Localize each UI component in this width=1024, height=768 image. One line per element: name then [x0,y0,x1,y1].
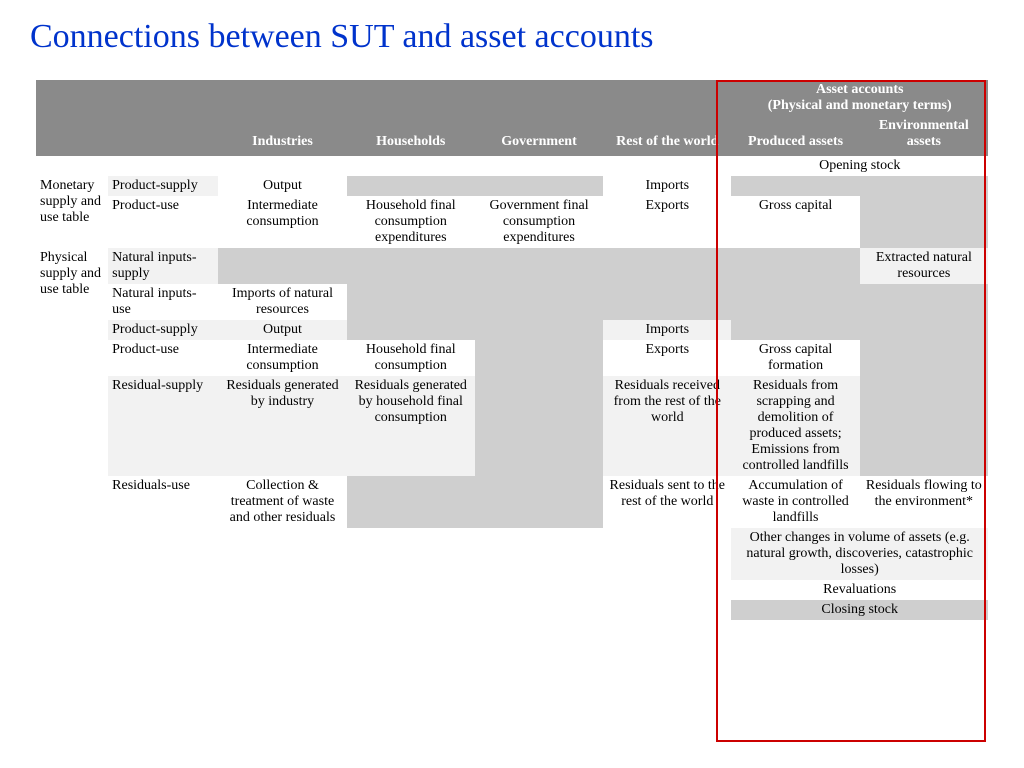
table-row: Physical supply and use tableNatural inp… [36,248,988,284]
table-row: Product-useIntermediate consumptionHouse… [36,340,988,376]
table-cell: Intermediate consumption [218,340,346,376]
cell-other-changes: Other changes in volume of assets (e.g. … [731,528,988,580]
table-row: Monetary supply and use tableProduct-sup… [36,176,988,196]
table-cell: Output [218,320,346,340]
col-produced-assets: Produced assets [731,116,859,156]
table-row: Natural inputs-useImports of natural res… [36,284,988,320]
table-cell: Residuals sent to the rest of the world [603,476,731,528]
table-cell [475,320,603,340]
table-cell [347,320,475,340]
table-cell: Imports [603,176,731,196]
table-cell: Government final consumption expenditure… [475,196,603,248]
table-cell [475,340,603,376]
col-environmental-assets: Environmental assets [860,116,988,156]
table-row: Product-useIntermediate consumptionHouse… [36,196,988,248]
table-cell: Intermediate consumption [218,196,346,248]
table-cell [347,248,475,284]
col-households: Households [347,80,475,156]
table-cell [218,248,346,284]
table-cell [860,320,988,340]
table-row: Product-supplyOutput Imports [36,320,988,340]
row-sublabel: Natural inputs-supply [108,248,218,284]
sut-asset-table: Industries Households Government Rest of… [36,80,988,620]
table-cell: Output [218,176,346,196]
table-cell [860,196,988,248]
row-sublabel: Product-supply [108,320,218,340]
section-label: Physical supply and use table [36,248,108,528]
row-sublabel: Residuals-use [108,476,218,528]
table-cell [603,248,731,284]
table-cell: Accumulation of waste in controlled land… [731,476,859,528]
table-cell: Gross capital [731,196,859,248]
table-cell [860,340,988,376]
table-row: Residual-supplyResiduals generated by in… [36,376,988,476]
cell-opening-stock: Opening stock [731,156,988,176]
table-cell [731,320,859,340]
table-cell [603,284,731,320]
table-cell [860,376,988,476]
header-row-1: Industries Households Government Rest of… [36,80,988,116]
row-sublabel: Product-supply [108,176,218,196]
table-cell [475,284,603,320]
col-industries: Industries [218,80,346,156]
table-cell [860,284,988,320]
table-cell: Exports [603,196,731,248]
table-cell: Extracted natural resources [860,248,988,284]
section-label: Monetary supply and use table [36,176,108,248]
table-cell: Residuals flowing to the environment* [860,476,988,528]
table-cell [731,248,859,284]
row-opening-stock: Opening stock [36,156,988,176]
table-cell [475,476,603,528]
table-container: Industries Households Government Rest of… [36,80,988,620]
table-cell: Residuals generated by household final c… [347,376,475,476]
row-closing-stock: Closing stock [36,600,988,620]
table-cell: Imports of natural resources [218,284,346,320]
table-row: Residuals-useCollection & treatment of w… [36,476,988,528]
row-sublabel: Product-use [108,196,218,248]
cell-closing-stock: Closing stock [731,600,988,620]
col-rest-of-world: Rest of the world [603,80,731,156]
row-revaluations: Revaluations [36,580,988,600]
table-cell: Residuals from scrapping and demolition … [731,376,859,476]
row-sublabel: Residual-supply [108,376,218,476]
table-cell: Residuals received from the rest of the … [603,376,731,476]
table-cell: Residuals generated by industry [218,376,346,476]
table-cell [860,176,988,196]
table-cell: Gross capital formation [731,340,859,376]
row-sublabel: Product-use [108,340,218,376]
table-cell: Imports [603,320,731,340]
table-cell [475,376,603,476]
table-cell [347,284,475,320]
row-other-changes: Other changes in volume of assets (e.g. … [36,528,988,580]
table-cell: Exports [603,340,731,376]
table-cell: Household final consumption [347,340,475,376]
page-title: Connections between SUT and asset accoun… [0,0,1024,66]
table-cell [475,176,603,196]
table-cell: Household final consumption expenditures [347,196,475,248]
row-sublabel: Natural inputs-use [108,284,218,320]
table-cell [475,248,603,284]
table-cell [347,476,475,528]
table-cell [731,284,859,320]
col-asset-accounts-group: Asset accounts (Physical and monetary te… [731,80,988,116]
cell-revaluations: Revaluations [731,580,988,600]
table-cell [731,176,859,196]
table-cell [347,176,475,196]
table-body: Monetary supply and use tableProduct-sup… [36,176,988,528]
col-government: Government [475,80,603,156]
table-cell: Collection & treatment of waste and othe… [218,476,346,528]
